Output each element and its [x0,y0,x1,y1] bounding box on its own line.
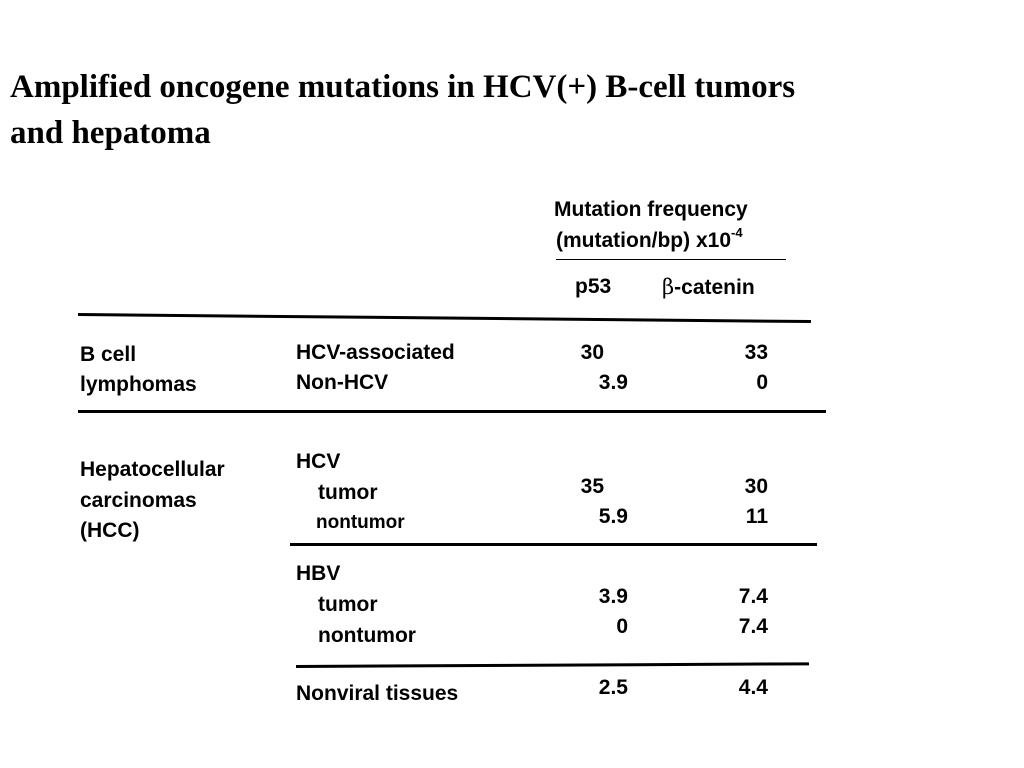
row-label-nonviral-tissues: Nonviral tissues [296,682,459,705]
cell-p53: 0 [616,615,628,638]
beta-catenin-text: -catenin [674,276,755,299]
group-label-b-cell-line2: lymphomas [80,373,197,396]
row-label-hcv-tumor: tumor [318,481,378,504]
cell-p53: 2.5 [598,676,628,699]
row-label-hbv-nontumor: nontumor [318,624,416,647]
group-label-hcc-line2: carcinomas [80,489,197,512]
table-top-rule [77,313,811,324]
title-line-2: and hepatoma [10,115,211,151]
header-units: (mutation/bp) x10-4 [556,226,743,256]
header-underline [556,259,786,260]
group-label-hcc-line3: (HCC) [80,519,140,542]
cell-beta-catenin: 0 [756,371,768,394]
section-divider-rule [78,410,826,413]
title-line-1: Amplified oncogene mutations in HCV(+) B… [10,69,796,105]
cell-beta-catenin: 4.4 [738,676,768,699]
row-label-hcv-associated: HCV-associated [296,341,455,364]
group-label-b-cell-line1: B cell [80,343,137,366]
header-units-text: (mutation/bp) x10 [556,229,732,252]
cell-p53: 35 [580,475,604,498]
header-mutation-frequency: Mutation frequency [554,198,748,221]
row-label-hbv-tumor: tumor [318,593,378,616]
cell-beta-catenin: 7.4 [738,615,768,638]
row-label-non-hcv: Non-HCV [296,371,389,394]
beta-symbol: β [662,275,675,299]
cell-beta-catenin: 11 [745,505,768,528]
cell-p53: 3.9 [598,371,628,394]
column-header-beta-catenin: β-catenin [662,272,755,303]
subgroup-label-hcv: HCV [296,450,341,473]
cell-p53: 30 [580,341,604,364]
column-header-p53: p53 [575,275,612,298]
cell-beta-catenin: 33 [744,341,768,364]
cell-beta-catenin: 7.4 [738,585,768,608]
cell-beta-catenin: 30 [744,475,768,498]
subgroup-label-hbv: HBV [296,562,341,585]
slide-title: Amplified oncogene mutations in HCV(+) B… [10,64,1010,156]
row-label-hcv-nontumor: nontumor [316,512,405,533]
subsection-divider-rule [296,662,810,668]
group-label-hcc-line1: Hepatocellular [80,458,225,481]
header-units-exponent: -4 [731,225,743,240]
subsection-divider-rule [290,543,817,546]
cell-p53: 3.9 [598,585,628,608]
cell-p53: 5.9 [598,505,628,528]
